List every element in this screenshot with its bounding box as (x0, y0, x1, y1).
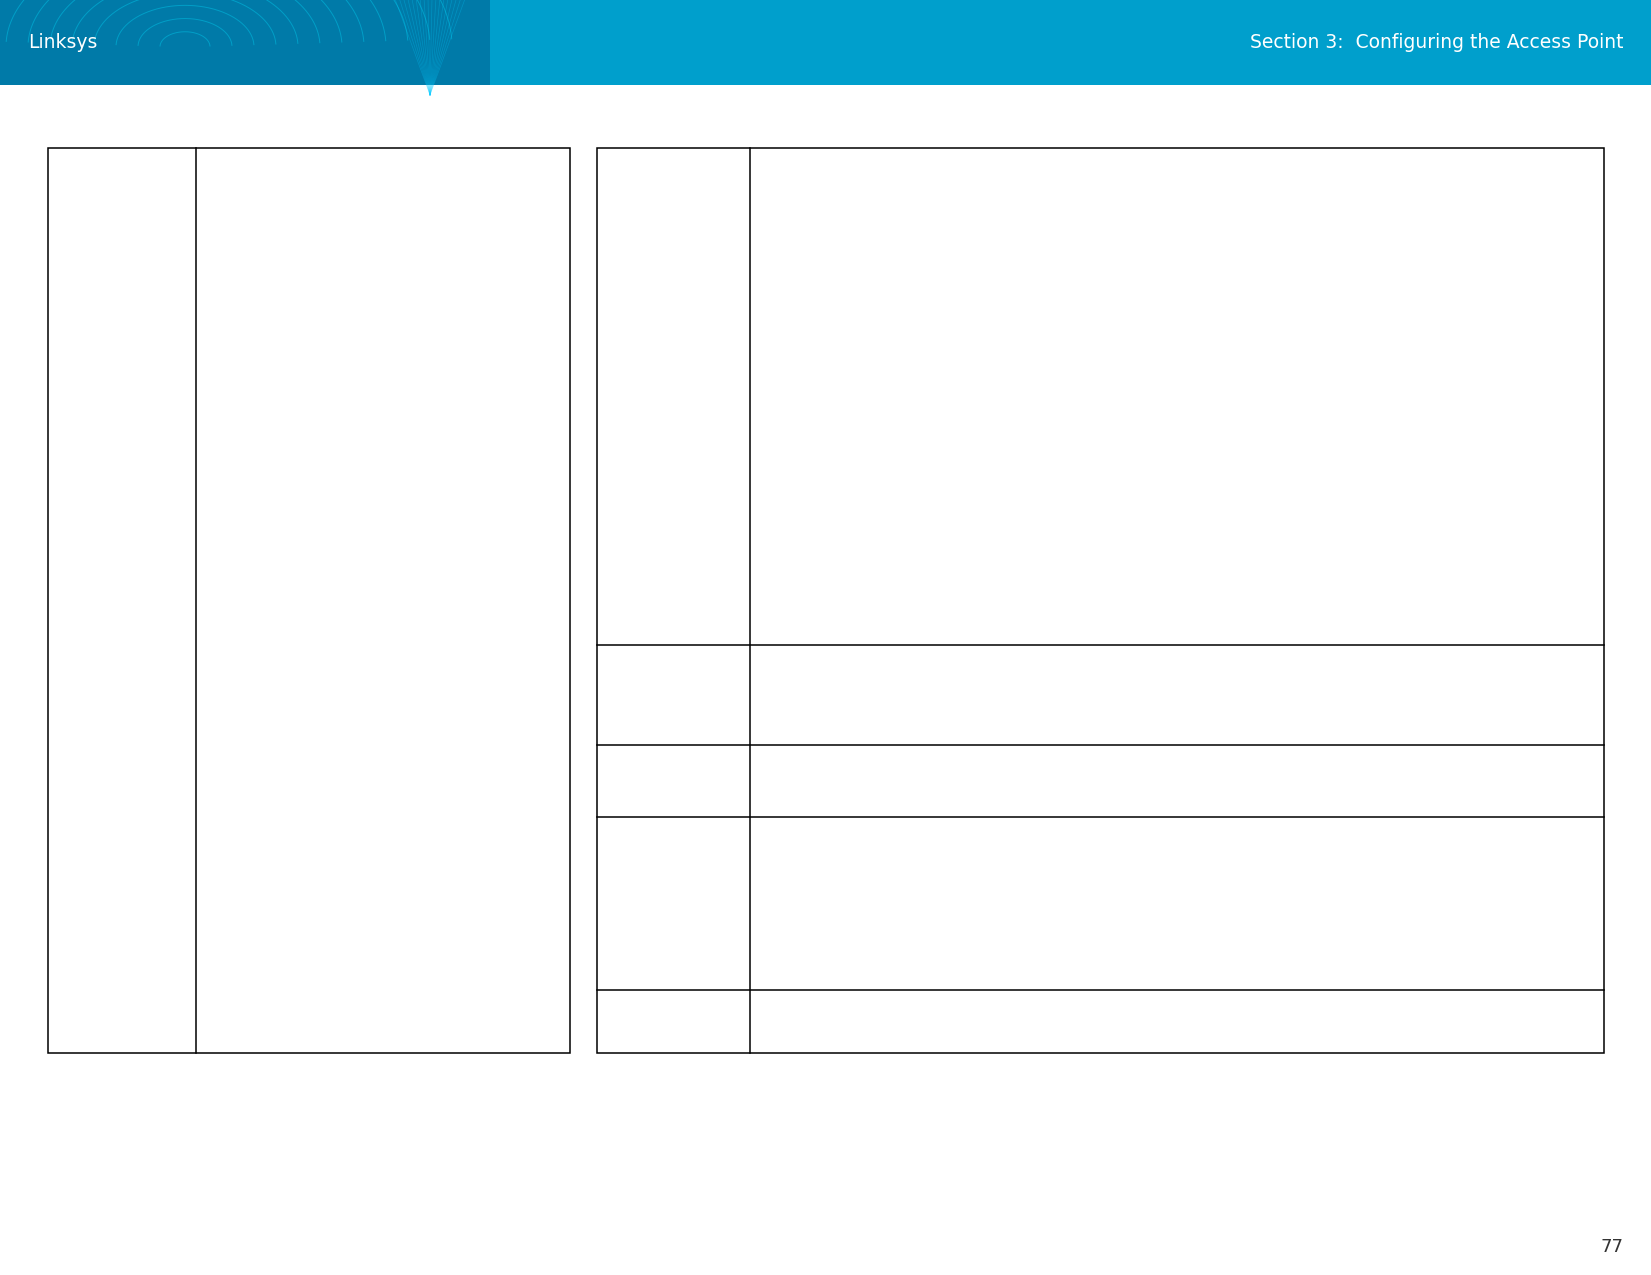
Text: EtherType: EtherType (637, 161, 710, 173)
Text: Each of these keywords translates into its equivalent
port number.: Each of these keywords translates into i… (206, 422, 528, 450)
Text: Select from List Select: Select from List Select (759, 227, 915, 240)
Text: Select this field and enter the destination MAC address
to compare against an Et: Select this field and enter the destinat… (759, 1003, 1095, 1031)
Bar (598, 148, 1605, 1053)
Text: •: • (215, 310, 221, 323)
Text: tftp: tftp (238, 389, 259, 403)
Text: Select an EtherType keyword or enter an EtherType
value to specify the match cri: Select an EtherType keyword or enter an … (759, 194, 1071, 222)
Text: ipv4: ipv4 (792, 297, 817, 310)
Text: ipx: ipx (792, 329, 811, 342)
Bar (48, 148, 570, 1053)
Bar (0, 0, 1651, 85)
Text: Enter a custom protocol identifier to which packets are
matched. The value is a : Enter a custom protocol identifier to wh… (759, 395, 1098, 439)
Text: •: • (215, 342, 221, 354)
Text: •: • (768, 361, 776, 374)
Text: netbios: netbios (792, 344, 837, 357)
Text: Source MAC
Address: Source MAC Address (631, 759, 717, 785)
Text: Select one of the following protocol types:: Select one of the following protocol typ… (759, 246, 1015, 259)
Text: ftp: ftp (238, 293, 254, 306)
Text: •: • (215, 521, 221, 534)
Text: Linksys: Linksys (28, 33, 97, 52)
Text: Source MAC Mask: Source MAC Mask (609, 830, 738, 843)
Text: •: • (215, 374, 221, 386)
Text: Select this field to include a destination port in the
match condition for the r: Select this field to include a destinati… (206, 161, 520, 204)
Text: •: • (215, 405, 221, 418)
Text: •: • (768, 280, 776, 293)
Text: •: • (215, 357, 221, 371)
Text: Select the field and enter a class of service 802.1p user
priority value to be m: Select the field and enter a class of se… (759, 658, 1100, 701)
Text: Enter the source MAC address mask specifying which
bits in the destination MAC t: Enter the source MAC address mask specif… (759, 830, 1085, 873)
Text: Section 3:  Configuring the Access Point: Section 3: Configuring the Access Point (1250, 33, 1623, 52)
Text: www: www (238, 405, 267, 418)
Text: Once you select the field, choose the port name or
enter the port number.: Once you select the field, choose the po… (206, 209, 515, 236)
Text: •: • (215, 389, 221, 403)
Text: Select this field and enter the source MAC address to
compare against an Etherne: Select this field and enter the source M… (759, 759, 1083, 785)
Text: •: • (215, 537, 221, 550)
Text: Destination MAC
Address: Destination MAC Address (614, 1003, 733, 1031)
Text: Class of Service: Class of Service (616, 658, 730, 671)
Text: An f indicates that the address bit is significant, and a
0 indicates that the a: An f indicates that the address bit is s… (759, 877, 1096, 921)
Text: snmp: snmp (238, 357, 272, 371)
Text: Match to Value: Match to Value (759, 376, 862, 389)
Text: 0–1023: Well Known Ports: 0–1023: Well Known Ports (238, 521, 395, 534)
Text: smtp: smtp (238, 342, 269, 354)
Text: ftpdata: ftpdata (238, 310, 282, 323)
Text: •: • (215, 293, 221, 306)
Text: 49152–65535: Dynamic and/or Private Ports: 49152–65535: Dynamic and/or Private Port… (238, 553, 507, 566)
Text: ipv6: ipv6 (792, 312, 817, 325)
Text: •: • (768, 312, 776, 325)
Text: Destination Port: Destination Port (63, 162, 182, 175)
Text: •: • (215, 553, 221, 566)
Text: •: • (768, 264, 776, 278)
Text: Enter the IANA port number to match to the destination
port identified in the da: Enter the IANA port number to match to t… (206, 473, 545, 516)
Text: telnet: telnet (238, 374, 274, 386)
Text: •: • (768, 329, 776, 342)
Text: •: • (768, 344, 776, 357)
Text: 77: 77 (1600, 1238, 1623, 1256)
Text: pppoe: pppoe (792, 361, 830, 374)
Text: arp: arp (792, 280, 812, 293)
Text: Select From List: Select From List (206, 241, 315, 255)
Text: Select the keyword associated with the destination
port to match:: Select the keyword associated with the d… (206, 260, 517, 288)
Text: •: • (215, 325, 221, 338)
Text: Match to Port: Match to Port (206, 454, 299, 468)
Text: Select the EtherType field to compare the match criteria
against the value in th: Select the EtherType field to compare th… (759, 161, 1101, 189)
Bar (0, 0, 490, 85)
Text: http: http (238, 325, 263, 338)
Text: •: • (768, 297, 776, 310)
Text: 1024–49151: Registered Ports: 1024–49151: Registered Ports (238, 537, 421, 550)
Text: appletalk: appletalk (792, 264, 849, 278)
